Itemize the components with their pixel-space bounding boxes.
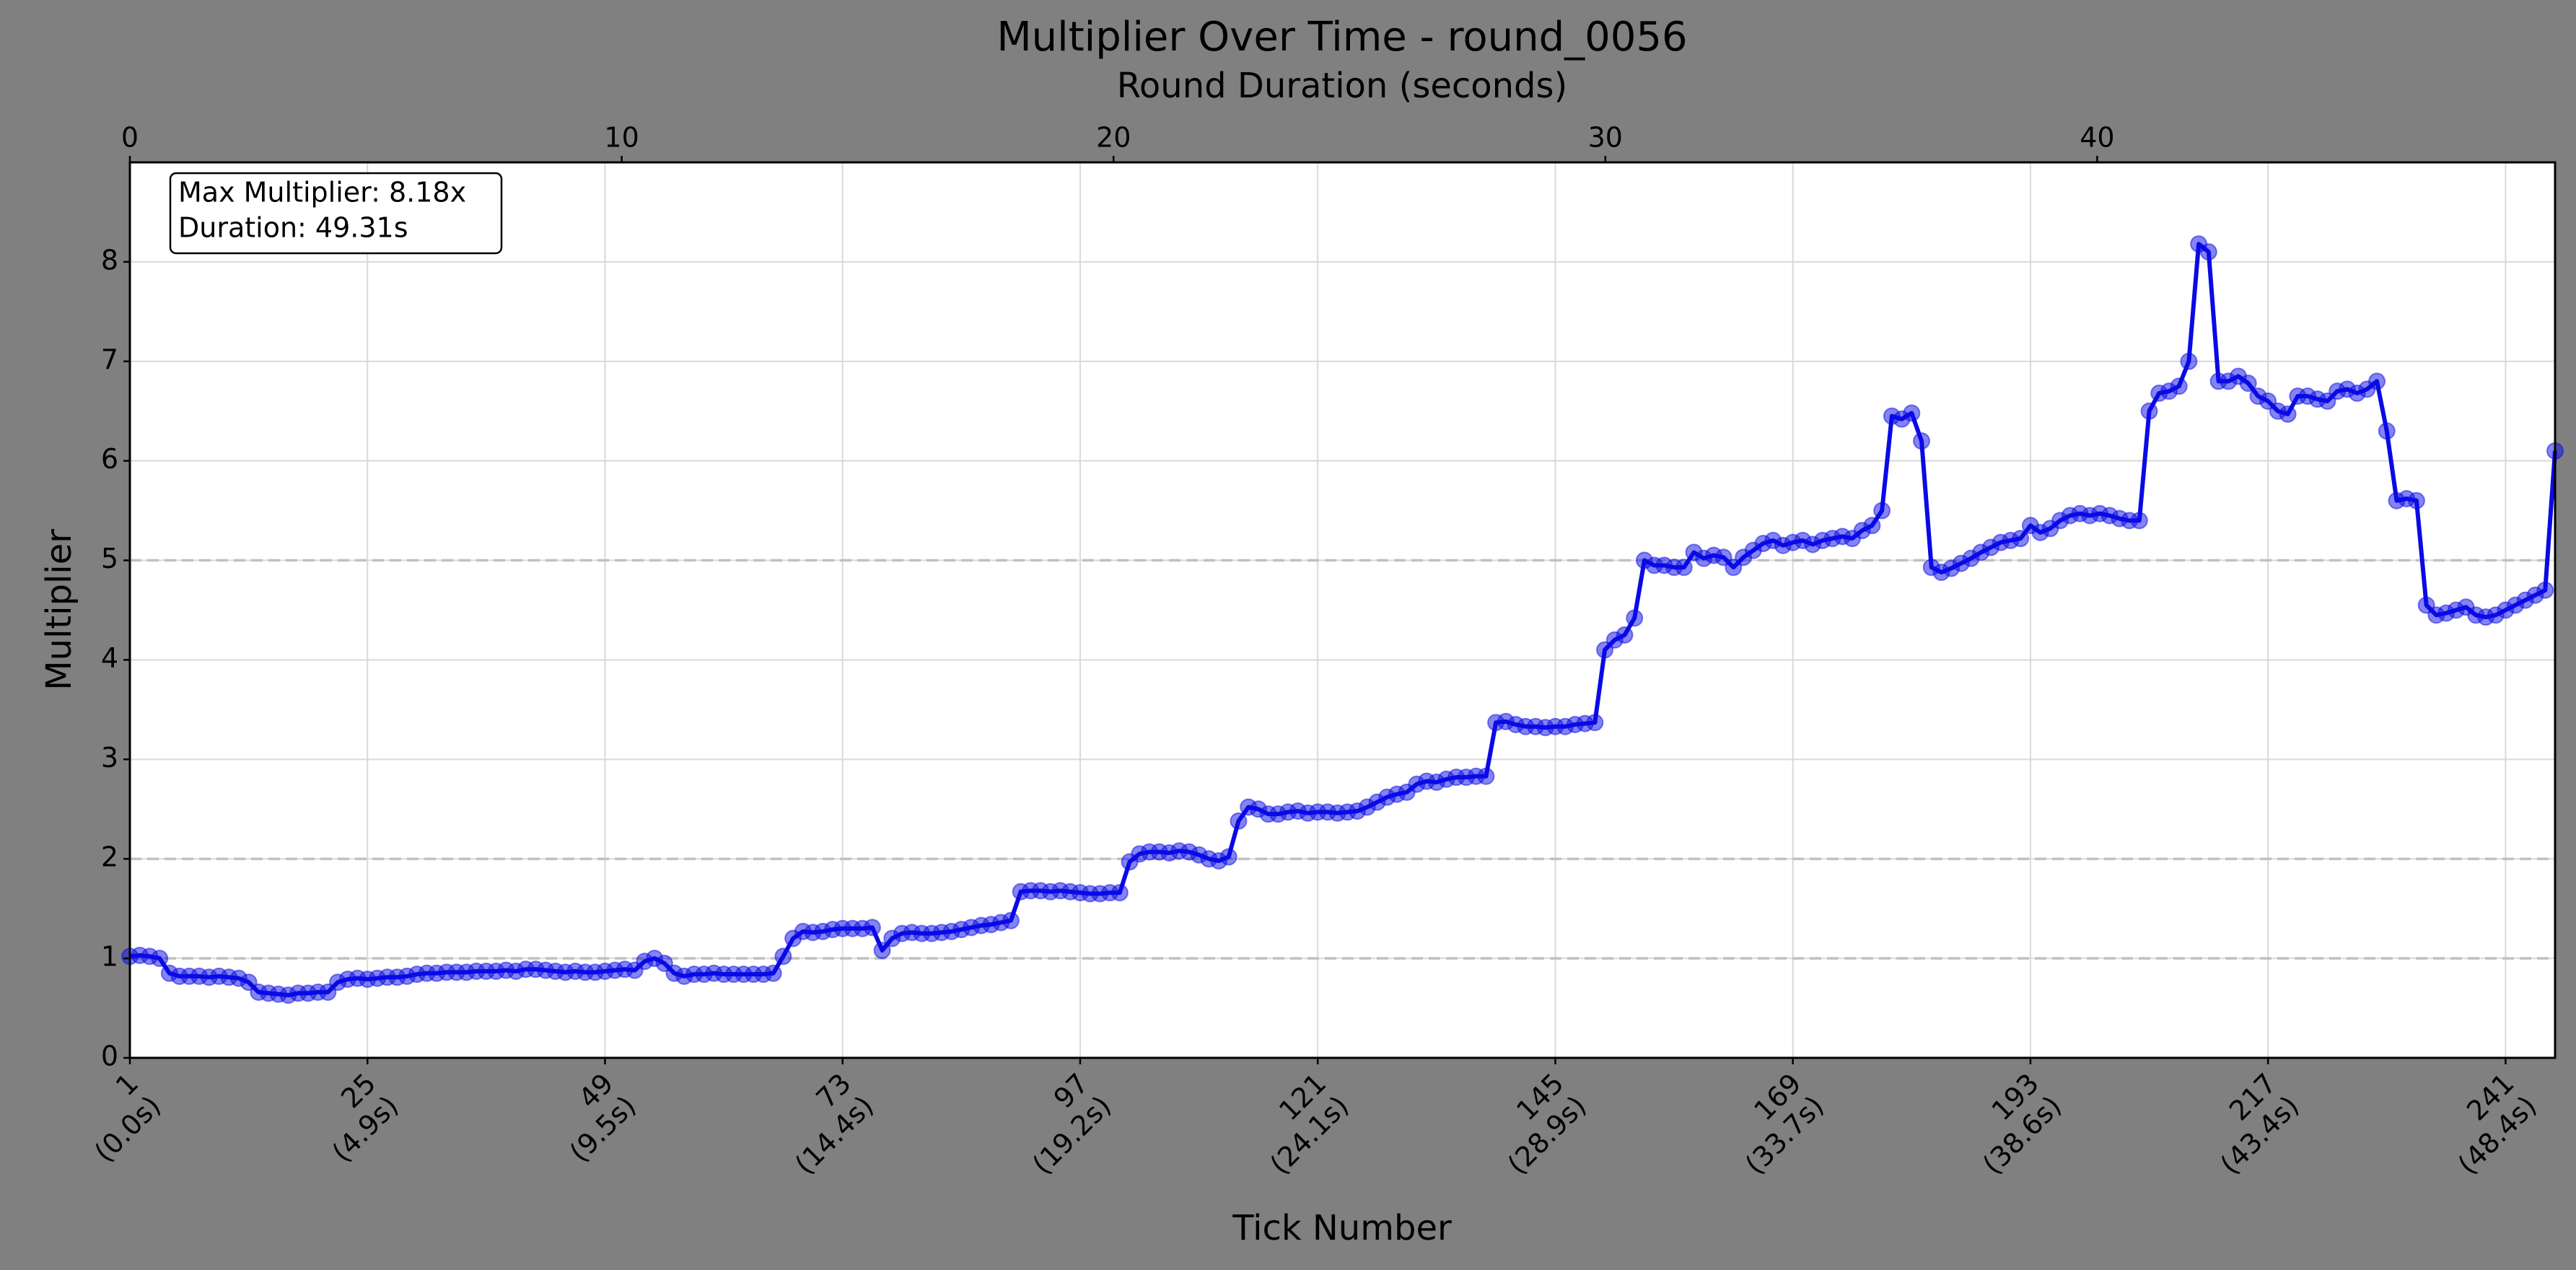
info-duration: Duration: 49.31s [178,212,408,244]
top-tick-label: 20 [1096,122,1131,154]
y-tick-label: 1 [101,941,118,973]
y-tick-label: 5 [101,543,118,574]
x-axis-label: Tick Number [1232,1208,1452,1248]
data-point [151,950,169,968]
top-tick-label: 0 [121,122,139,154]
y-tick-label: 8 [101,244,118,276]
data-point [2140,402,2158,420]
info-box [169,172,503,255]
data-point [1873,502,1891,520]
data-point [774,947,792,965]
data-point [873,942,891,960]
info-max: Max Multiplier: 8.18x [178,177,466,209]
top-tick-label: 40 [2080,122,2114,154]
top-axis-label: Round Duration (seconds) [1117,66,1568,106]
data-point [1586,714,1604,732]
y-tick-label: 4 [101,642,118,674]
y-tick-label: 6 [101,443,118,475]
y-tick-label: 2 [101,841,118,873]
plot-area [130,162,2555,1058]
data-point [863,919,881,937]
y-tick-label: 7 [101,343,118,375]
data-point [2012,530,2030,548]
y-tick-label: 3 [101,742,118,774]
data-point [2279,405,2297,423]
data-point [1219,848,1237,866]
data-point [1477,767,1495,785]
data-point [1903,404,1921,422]
data-point [1002,911,1020,929]
data-point [2407,491,2425,509]
top-tick-label: 10 [604,122,639,154]
y-tick-label: 0 [101,1041,118,1072]
data-point [2170,377,2188,395]
data-point [2180,352,2198,370]
data-point [1863,517,1881,535]
top-tick-label: 30 [1588,122,1623,154]
data-point [1626,609,1644,627]
data-point [2199,243,2217,261]
data-point [1675,559,1693,577]
data-point [2239,375,2257,393]
plot-frame [128,161,2557,1059]
data-point [2536,581,2554,599]
data-point [2378,422,2396,440]
data-point [2368,372,2386,390]
data-point [2130,512,2148,530]
data-point [764,964,782,982]
chart-title: Multiplier Over Time - round_0056 [996,14,1687,61]
y-axis-label: Multiplier [39,529,79,691]
data-point [1110,884,1129,902]
data-point [1230,812,1248,830]
data-point [1913,432,1931,450]
data-point [1616,626,1634,644]
